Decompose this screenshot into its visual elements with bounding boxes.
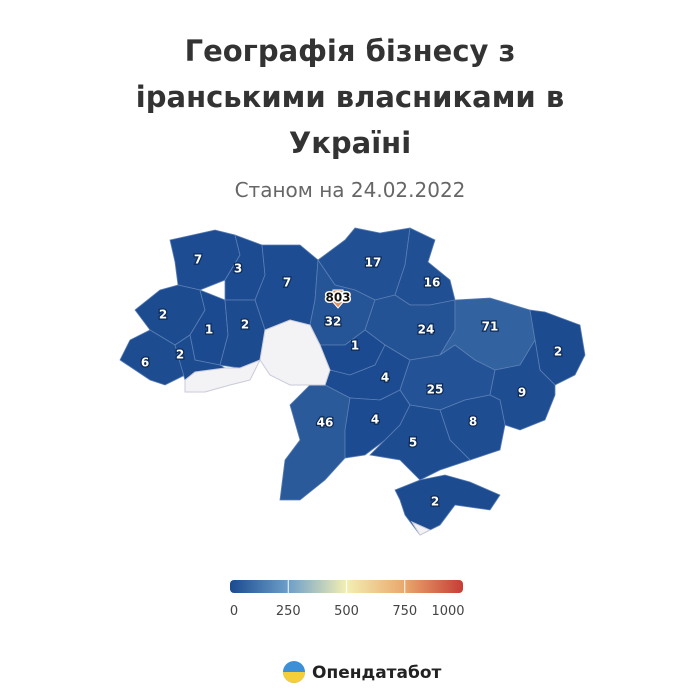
subtitle: Станом на 24.02.2022 — [234, 178, 466, 202]
color-scale-label: 750 — [392, 604, 417, 619]
region-value-label: 2 — [431, 495, 439, 509]
region-value-label: 7 — [283, 276, 291, 290]
region-value-label: 6 — [141, 356, 149, 370]
color-scale-label: 0 — [230, 604, 238, 619]
region-value-label: 2 — [554, 345, 562, 359]
region-value-label: 4 — [371, 413, 379, 427]
region — [279, 384, 351, 501]
region-value-label: 16 — [424, 276, 441, 290]
color-scale-label: 1000 — [431, 604, 464, 619]
region-value-label: 2 — [176, 348, 184, 362]
color-scale-label: 250 — [276, 604, 301, 619]
regions — [119, 227, 586, 536]
region-value-label: 7 — [194, 253, 202, 267]
region-value-label: 8 — [469, 415, 477, 429]
region-value-label: 4 — [381, 371, 389, 385]
region-value-label: 71 — [482, 320, 499, 334]
no-data-region — [410, 520, 432, 536]
logo-text: Опендатабот — [312, 663, 442, 683]
region-value-label: 17 — [365, 256, 382, 270]
region-value-label: 1 — [351, 339, 359, 353]
region-value-label: 1 — [205, 323, 213, 337]
region-value-label: 5 — [409, 436, 417, 450]
no-data-region — [259, 319, 331, 386]
region-value-label: 24 — [418, 323, 435, 337]
region — [394, 474, 501, 536]
region-value-label: 32 — [325, 315, 342, 329]
region — [330, 289, 346, 309]
region-value-label: 2 — [159, 308, 167, 322]
region-value-label: 803 — [325, 291, 350, 305]
logo-icon — [283, 672, 305, 683]
color-scale-label: 500 — [334, 604, 359, 619]
region-value-label: 2 — [241, 318, 249, 332]
title: Географія бізнесу з іранськими власникам… — [135, 34, 565, 160]
region-value-label: 3 — [234, 262, 242, 276]
region-value-label: 9 — [518, 386, 526, 400]
region-value-label: 25 — [427, 383, 444, 397]
no-data-region — [184, 359, 262, 393]
region-value-label: 46 — [317, 416, 334, 430]
